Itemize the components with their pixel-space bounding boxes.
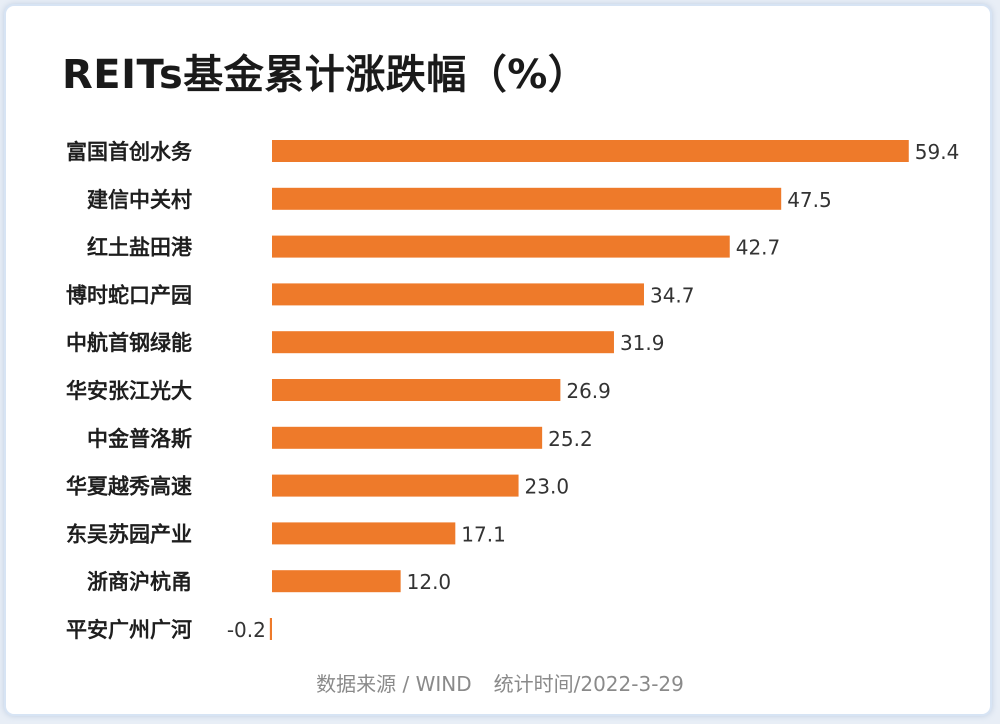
bar — [272, 187, 782, 210]
bar — [272, 235, 730, 258]
category-label: 华夏越秀高速 — [66, 475, 192, 499]
chart-title: REITs基金累计涨跌幅（%） — [62, 52, 589, 98]
value-label: 31.9 — [620, 331, 665, 355]
category-label: 富国首创水务 — [66, 140, 193, 164]
value-label: 25.2 — [548, 427, 593, 451]
value-label: 42.7 — [736, 236, 781, 260]
value-label: -0.2 — [227, 618, 266, 642]
bar — [272, 474, 519, 497]
category-label: 中航首钢绿能 — [66, 331, 192, 355]
bar — [272, 379, 561, 401]
statistics-date-note: 统计时间/2022-3-29 — [493, 672, 684, 696]
chart-frame — [4, 4, 992, 716]
category-label: 建信中关村 — [87, 188, 192, 212]
chart-footer: 数据来源 / WIND 统计时间/2022-3-29 — [0, 668, 1000, 697]
value-label: 23.0 — [525, 475, 570, 499]
value-label: 17.1 — [461, 522, 506, 546]
category-label: 中金普洛斯 — [87, 427, 192, 451]
bar — [272, 570, 401, 593]
category-label: 浙商沪杭甬 — [87, 570, 192, 594]
category-label: 东吴苏园产业 — [66, 522, 192, 546]
value-label: 26.9 — [566, 379, 611, 403]
category-label: 博时蛇口产园 — [66, 283, 192, 307]
category-label: 红土盐田港 — [87, 236, 193, 260]
bar — [272, 426, 543, 449]
bar — [272, 522, 456, 545]
bars-layer: 富国首创水务 59.4 建信中关村 47.5 红土盐田港 42.7 博时蛇口产园 34.7 中航… — [66, 140, 959, 642]
data-source-note: 数据来源 / WIND — [316, 672, 472, 696]
bar — [272, 283, 644, 306]
category-label: 华安张江光大 — [66, 379, 192, 403]
bar — [272, 140, 909, 162]
bar — [269, 618, 272, 640]
bar — [272, 331, 614, 354]
value-label: 59.4 — [915, 140, 960, 164]
value-label: 47.5 — [787, 188, 832, 212]
category-label: 平安广州广河 — [66, 618, 192, 642]
value-label: 34.7 — [650, 283, 695, 307]
value-label: 12.0 — [407, 570, 452, 594]
